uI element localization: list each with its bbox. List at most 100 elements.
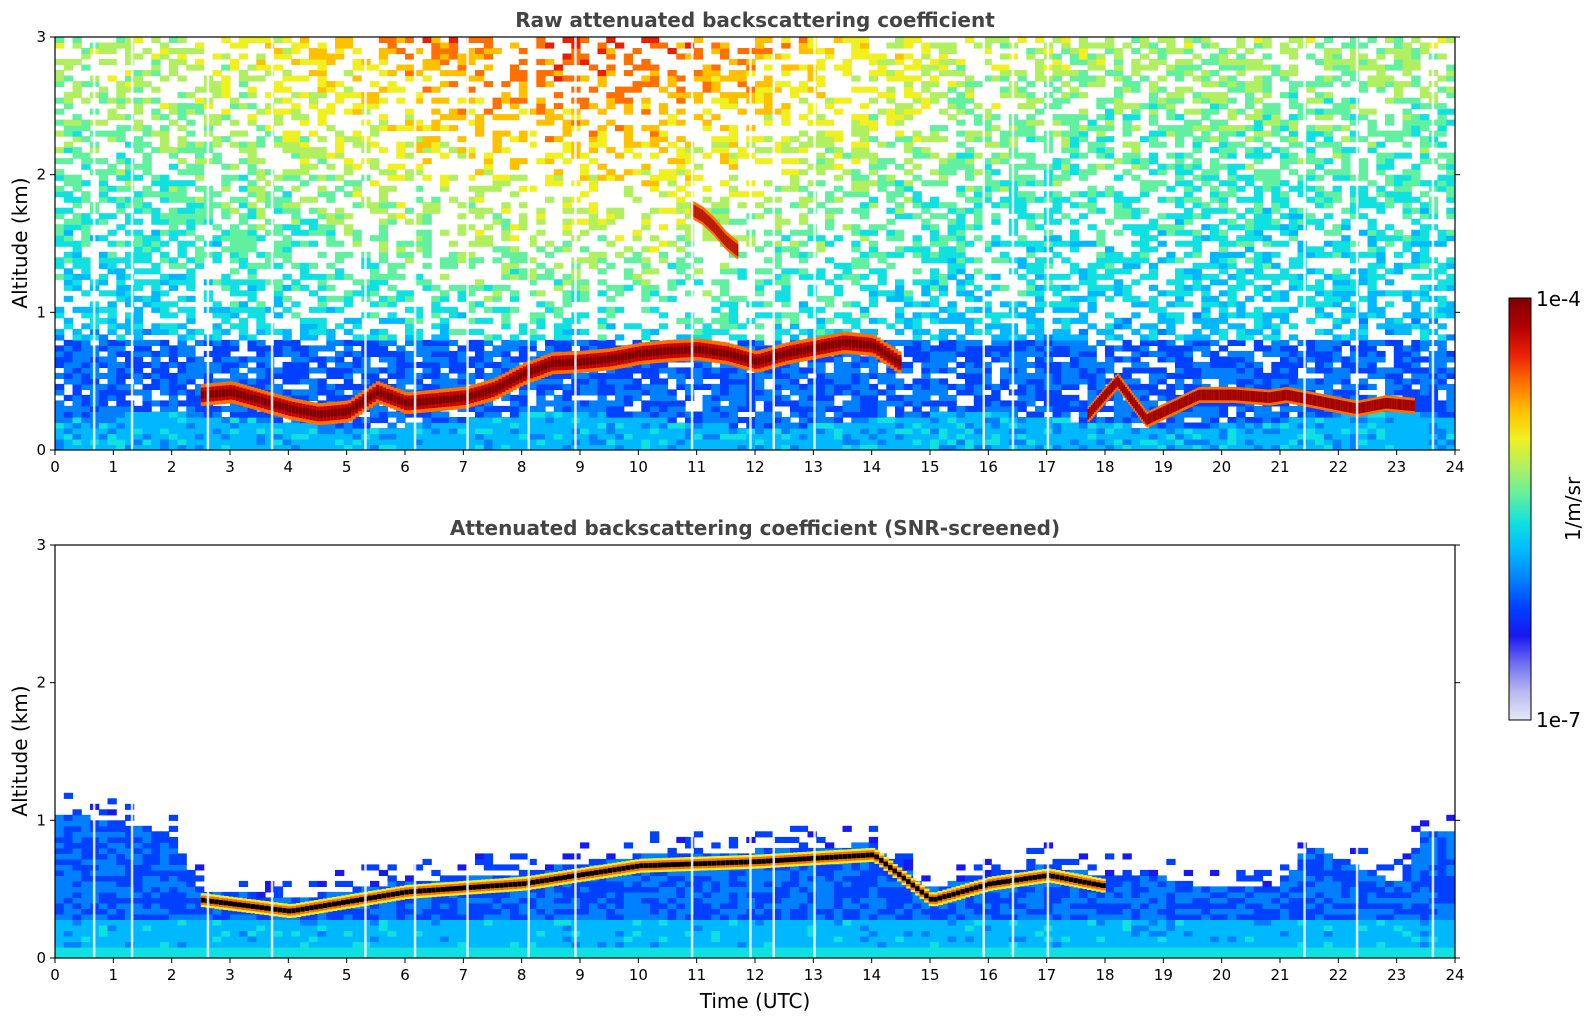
x-tick-label: 11: [687, 966, 706, 984]
data-gap: [1011, 37, 1015, 450]
data-gap: [1303, 545, 1306, 958]
data-gap: [982, 545, 985, 958]
x-tick-label: 12: [745, 458, 764, 476]
data-gap: [270, 37, 274, 450]
data-gap: [1303, 37, 1306, 450]
elevated-feature: [690, 200, 739, 260]
screened-axis-ticks: 0 1 2 3 4 5 6 7 8 9 10 11 12 13 14 15 16 17 18 19 20 21 22 23 24…: [36, 536, 1464, 984]
colorbar-bar: [1508, 297, 1532, 721]
data-gap: [527, 37, 530, 450]
x-tick-label: 2: [167, 458, 177, 476]
x-tick-label: 16: [979, 458, 998, 476]
x-tick-label: 20: [1212, 966, 1231, 984]
data-gap: [574, 545, 577, 958]
x-tick-label: 2: [167, 966, 177, 984]
x-tick-label: 23: [1387, 966, 1406, 984]
data-gap: [130, 37, 134, 450]
x-tick-label: 21: [1270, 458, 1289, 476]
x-tick-label: 0: [50, 966, 60, 984]
data-gap: [364, 545, 367, 958]
x-tick-label: 1: [109, 458, 119, 476]
x-tick-label: 10: [629, 458, 648, 476]
x-tick-label: 14: [862, 458, 881, 476]
panel-screened: Attenuated backscattering coefficient (S…: [8, 516, 1465, 1013]
cloud-layer: [200, 331, 902, 425]
panel-raw-title: Raw attenuated backscattering coefficien…: [515, 8, 995, 32]
raw-axis-ticks: 0 1 2 3 4 5 6 7 8 9 10 11 12 13 14 15 16 17 18 19 20 21 22 23 24…: [36, 28, 1464, 476]
data-gap: [92, 37, 96, 450]
colorbar: 1e-4 1e-7 1/m/sr: [1508, 287, 1585, 732]
data-gap: [690, 545, 694, 958]
x-tick-label: 19: [1154, 458, 1173, 476]
x-tick-label: 13: [804, 966, 823, 984]
screened-heatmap: [55, 545, 1455, 958]
data-gap: [1431, 545, 1435, 958]
data-gap: [813, 37, 816, 450]
data-gap: [749, 545, 752, 958]
x-tick-label: 21: [1270, 966, 1289, 984]
y-tick-label: 2: [36, 674, 46, 692]
y-tick-label: 0: [36, 949, 46, 967]
data-gap: [413, 545, 417, 958]
x-tick-label: 5: [342, 966, 352, 984]
x-tick-label: 3: [225, 458, 235, 476]
data-gap: [130, 545, 134, 958]
data-gap: [574, 37, 577, 450]
x-tick-label: 24: [1445, 966, 1464, 984]
data-gap: [466, 545, 469, 958]
x-tick-label: 23: [1387, 458, 1406, 476]
data-gap: [1046, 37, 1050, 450]
data-gap: [466, 37, 469, 450]
colorbar-unit-label: 1/m/sr: [1561, 476, 1585, 541]
data-gap: [364, 37, 367, 450]
x-tick-label: 6: [400, 966, 410, 984]
x-tick-label: 6: [400, 458, 410, 476]
x-tick-label: 9: [575, 966, 585, 984]
data-gap: [690, 37, 694, 450]
x-tick-label: 18: [1095, 458, 1114, 476]
raw-y-axis-label: Altitude (km): [8, 177, 32, 308]
x-tick-label: 17: [1037, 458, 1056, 476]
data-gap: [1046, 545, 1050, 958]
x-tick-label: 12: [745, 966, 764, 984]
y-tick-label: 1: [36, 811, 46, 829]
data-gap: [413, 37, 417, 450]
x-tick-label: 18: [1095, 966, 1114, 984]
x-tick-label: 7: [459, 458, 469, 476]
x-tick-label: 4: [284, 458, 294, 476]
data-gap: [772, 37, 775, 450]
x-tick-label: 8: [517, 458, 527, 476]
data-gap: [206, 545, 210, 958]
panel-raw: Raw attenuated backscattering coefficien…: [8, 8, 1465, 476]
x-tick-label: 17: [1037, 966, 1056, 984]
data-gap: [1011, 545, 1015, 958]
y-tick-label: 3: [36, 28, 46, 46]
data-gap: [813, 545, 816, 958]
data-gap: [749, 37, 752, 450]
x-tick-label: 22: [1329, 458, 1348, 476]
x-tick-label: 9: [575, 458, 585, 476]
x-tick-label: 8: [517, 966, 527, 984]
x-tick-label: 5: [342, 458, 352, 476]
screened-y-axis-label: Altitude (km): [8, 685, 32, 816]
x-tick-label: 15: [920, 458, 939, 476]
x-tick-label: 4: [284, 966, 294, 984]
raw-heatmap: [55, 37, 1455, 450]
x-tick-label: 11: [687, 458, 706, 476]
x-axis-label: Time (UTC): [699, 989, 811, 1013]
data-gap: [527, 545, 530, 958]
x-tick-label: 16: [979, 966, 998, 984]
data-gap: [92, 545, 96, 958]
data-gap: [1355, 37, 1359, 450]
panel-screened-title: Attenuated backscattering coefficient (S…: [450, 516, 1060, 540]
data-gap: [772, 545, 775, 958]
y-tick-label: 3: [36, 536, 46, 554]
late-cloud-layer: [1087, 373, 1415, 428]
data-gap: [270, 545, 274, 958]
x-tick-label: 13: [804, 458, 823, 476]
x-tick-label: 20: [1212, 458, 1231, 476]
x-tick-label: 7: [459, 966, 469, 984]
colorbar-bottom-label: 1e-7: [1536, 708, 1581, 732]
x-tick-label: 19: [1154, 966, 1173, 984]
